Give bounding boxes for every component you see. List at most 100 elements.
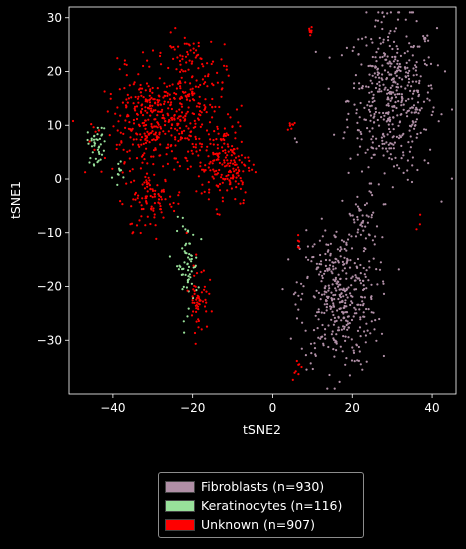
data-point xyxy=(309,362,312,365)
data-point xyxy=(367,166,370,169)
data-point xyxy=(174,144,177,147)
data-point xyxy=(358,308,361,311)
data-point xyxy=(131,168,134,171)
data-point xyxy=(371,135,374,138)
data-point xyxy=(179,82,182,85)
data-point xyxy=(139,231,142,235)
data-point xyxy=(382,203,385,206)
data-point xyxy=(406,169,409,172)
data-point xyxy=(192,264,195,267)
data-point xyxy=(140,94,143,97)
data-point xyxy=(163,102,166,106)
data-point xyxy=(358,326,362,329)
data-point xyxy=(159,205,162,208)
data-point xyxy=(332,338,336,341)
data-point xyxy=(335,342,338,345)
data-point xyxy=(407,81,410,84)
data-point xyxy=(315,289,318,292)
data-point xyxy=(340,248,343,251)
data-point xyxy=(380,77,383,80)
data-point xyxy=(372,257,375,260)
data-point xyxy=(343,131,346,134)
data-point xyxy=(223,138,226,142)
data-point xyxy=(108,134,111,137)
data-point xyxy=(352,218,355,221)
data-point xyxy=(149,109,153,112)
data-point xyxy=(195,79,198,82)
data-point xyxy=(185,42,188,45)
data-point xyxy=(333,133,336,136)
data-point xyxy=(118,68,121,71)
data-point xyxy=(381,142,384,145)
data-point xyxy=(202,82,206,85)
data-point xyxy=(390,97,393,100)
data-point xyxy=(92,126,95,129)
data-point xyxy=(197,45,200,48)
data-point xyxy=(179,136,183,139)
data-point xyxy=(148,179,151,182)
data-point xyxy=(224,149,227,152)
data-point xyxy=(330,291,333,294)
data-point xyxy=(395,45,398,48)
data-point xyxy=(144,195,147,198)
data-point xyxy=(370,320,373,323)
data-point xyxy=(391,123,394,126)
data-point xyxy=(194,285,197,288)
data-point xyxy=(157,101,160,104)
data-point xyxy=(189,49,192,52)
data-point xyxy=(372,93,375,96)
data-point xyxy=(179,265,182,268)
data-point xyxy=(414,120,417,123)
data-point xyxy=(195,256,198,259)
data-point xyxy=(118,143,121,146)
data-point xyxy=(396,164,399,167)
data-point xyxy=(324,328,327,331)
data-point xyxy=(190,254,193,257)
data-point xyxy=(232,162,235,165)
data-point xyxy=(187,265,191,268)
data-point xyxy=(191,87,194,90)
data-point xyxy=(162,190,165,193)
data-point xyxy=(150,155,153,158)
plot-area xyxy=(68,6,457,395)
data-point xyxy=(160,211,163,214)
data-point xyxy=(347,171,350,174)
data-point xyxy=(359,363,362,366)
data-point xyxy=(175,68,178,71)
data-point xyxy=(149,104,152,107)
data-point xyxy=(200,328,203,331)
data-point xyxy=(320,311,323,314)
data-point xyxy=(243,163,246,166)
data-point xyxy=(227,150,230,153)
data-point xyxy=(125,105,128,108)
data-point xyxy=(346,259,349,262)
data-point xyxy=(200,145,203,148)
data-point xyxy=(141,197,144,200)
legend-item-fibroblasts: Fibroblasts (n=930) xyxy=(165,477,363,496)
data-point xyxy=(176,117,179,120)
data-point xyxy=(416,45,419,48)
data-point xyxy=(380,332,384,335)
data-point xyxy=(198,105,201,108)
data-point xyxy=(190,62,193,65)
data-point xyxy=(354,74,357,77)
data-point xyxy=(144,109,147,112)
data-point xyxy=(135,224,139,227)
data-point xyxy=(199,125,202,128)
data-point xyxy=(156,103,159,106)
data-point xyxy=(181,58,184,61)
data-point xyxy=(180,111,184,114)
data-point xyxy=(115,143,118,146)
data-point xyxy=(227,133,230,137)
data-point xyxy=(71,119,75,123)
data-point xyxy=(147,85,150,88)
data-point xyxy=(392,60,395,63)
data-point xyxy=(321,274,324,277)
data-point xyxy=(398,11,401,14)
data-point xyxy=(337,326,340,329)
data-point xyxy=(152,149,156,152)
data-point xyxy=(288,122,291,125)
data-point xyxy=(152,98,155,101)
data-point xyxy=(400,99,404,102)
data-point xyxy=(170,127,173,130)
